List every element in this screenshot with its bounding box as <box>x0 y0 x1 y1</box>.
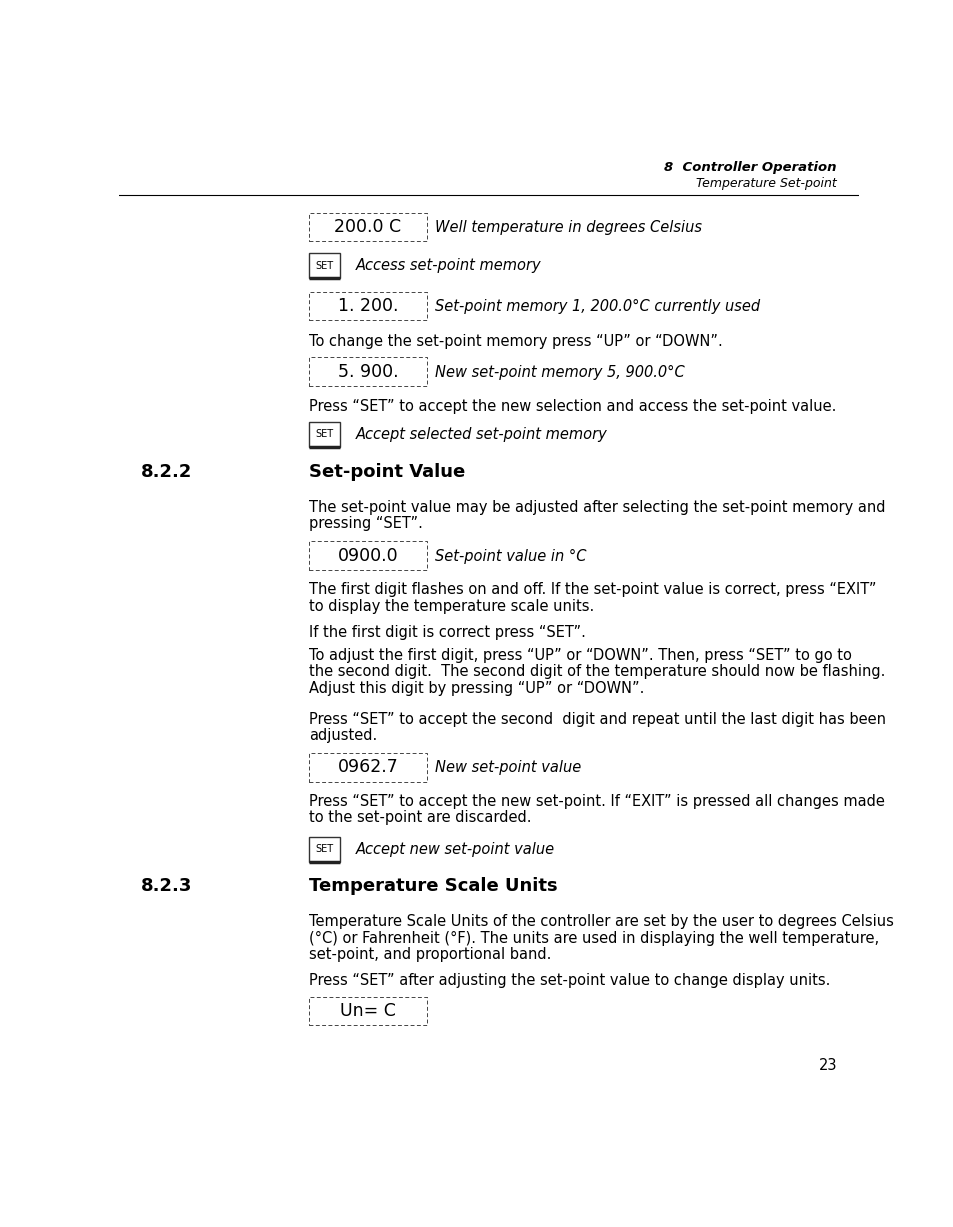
Text: The first digit flashes on and off. If the set-point value is correct, press “EX: The first digit flashes on and off. If t… <box>309 583 876 598</box>
FancyBboxPatch shape <box>309 996 427 1025</box>
Text: 8.2.3: 8.2.3 <box>141 877 193 896</box>
Text: 1. 200.: 1. 200. <box>337 297 397 315</box>
Text: If the first digit is correct press “SET”.: If the first digit is correct press “SET… <box>309 625 585 639</box>
Text: To adjust the first digit, press “UP” or “DOWN”. Then, press “SET” to go to: To adjust the first digit, press “UP” or… <box>309 648 851 663</box>
Text: Set-point value in °C: Set-point value in °C <box>435 548 586 563</box>
Text: Set-point Value: Set-point Value <box>309 463 465 481</box>
Text: Accept selected set-point memory: Accept selected set-point memory <box>355 427 607 442</box>
Text: pressing “SET”.: pressing “SET”. <box>309 517 422 531</box>
FancyBboxPatch shape <box>309 254 340 279</box>
Text: Temperature Scale Units: Temperature Scale Units <box>309 877 558 896</box>
Text: Press “SET” to accept the new selection and access the set-point value.: Press “SET” to accept the new selection … <box>309 399 836 413</box>
FancyBboxPatch shape <box>309 422 340 447</box>
Text: Press “SET” to accept the new set-point. If “EXIT” is pressed all changes made: Press “SET” to accept the new set-point.… <box>309 794 884 809</box>
Text: Adjust this digit by pressing “UP” or “DOWN”.: Adjust this digit by pressing “UP” or “D… <box>309 681 644 696</box>
FancyBboxPatch shape <box>309 292 427 320</box>
Text: 23: 23 <box>818 1058 836 1072</box>
Text: To change the set-point memory press “UP” or “DOWN”.: To change the set-point memory press “UP… <box>309 334 722 350</box>
FancyBboxPatch shape <box>309 357 427 387</box>
Text: adjusted.: adjusted. <box>309 728 377 744</box>
Text: SET: SET <box>315 429 334 439</box>
FancyBboxPatch shape <box>309 212 427 242</box>
Text: Well temperature in degrees Celsius: Well temperature in degrees Celsius <box>435 220 701 234</box>
Text: set-point, and proportional band.: set-point, and proportional band. <box>309 947 551 962</box>
Text: New set-point value: New set-point value <box>435 761 581 775</box>
Text: SET: SET <box>315 261 334 271</box>
Text: Access set-point memory: Access set-point memory <box>355 259 540 274</box>
Text: 8  Controller Operation: 8 Controller Operation <box>663 161 836 174</box>
Text: The set-point value may be adjusted after selecting the set-point memory and: The set-point value may be adjusted afte… <box>309 499 884 515</box>
FancyBboxPatch shape <box>309 541 427 571</box>
Text: the second digit.  The second digit of the temperature should now be flashing.: the second digit. The second digit of th… <box>309 664 884 680</box>
Text: Temperature Set-point: Temperature Set-point <box>696 177 836 189</box>
Text: Accept new set-point value: Accept new set-point value <box>355 842 554 856</box>
Text: Un= C: Un= C <box>339 1001 395 1020</box>
Text: Press “SET” to accept the second  digit and repeat until the last digit has been: Press “SET” to accept the second digit a… <box>309 712 885 726</box>
Text: (°C) or Fahrenheit (°F). The units are used in displaying the well temperature,: (°C) or Fahrenheit (°F). The units are u… <box>309 930 879 946</box>
FancyBboxPatch shape <box>309 837 340 861</box>
Text: to display the temperature scale units.: to display the temperature scale units. <box>309 599 594 614</box>
Text: Press “SET” after adjusting the set-point value to change display units.: Press “SET” after adjusting the set-poin… <box>309 973 830 988</box>
Text: Temperature Scale Units of the controller are set by the user to degrees Celsius: Temperature Scale Units of the controlle… <box>309 914 893 929</box>
Text: 5. 900.: 5. 900. <box>337 363 398 380</box>
Text: New set-point memory 5, 900.0°C: New set-point memory 5, 900.0°C <box>435 364 684 379</box>
Text: 0900.0: 0900.0 <box>337 547 398 564</box>
Text: 0962.7: 0962.7 <box>337 758 398 777</box>
Text: Set-point memory 1, 200.0°C currently used: Set-point memory 1, 200.0°C currently us… <box>435 299 760 314</box>
Text: 8.2.2: 8.2.2 <box>141 463 193 481</box>
Text: SET: SET <box>315 844 334 854</box>
FancyBboxPatch shape <box>309 753 427 782</box>
Text: to the set-point are discarded.: to the set-point are discarded. <box>309 811 531 826</box>
Text: 200.0 C: 200.0 C <box>335 218 401 236</box>
